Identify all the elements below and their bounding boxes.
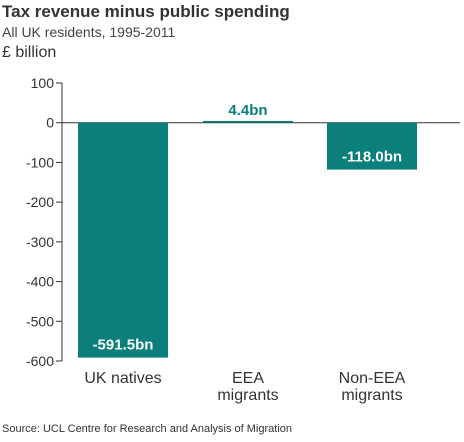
chart-subtitle: All UK residents, 1995-2011 xyxy=(2,24,176,40)
y-axis-unit: £ billion xyxy=(2,44,57,61)
y-tick-label: -600 xyxy=(26,353,54,369)
data-label-0: -591.5bn xyxy=(93,337,154,354)
category-label-0: UK natives xyxy=(84,370,161,387)
y-tick-label: -200 xyxy=(26,194,54,210)
y-tick-label: -100 xyxy=(26,154,54,170)
data-label-2: -118.0bn xyxy=(342,149,402,166)
chart-title: Tax revenue minus public spending xyxy=(2,2,290,21)
y-tick-label: -300 xyxy=(26,234,54,250)
category-label-1: migrants xyxy=(217,387,278,404)
y-tick-label: -500 xyxy=(26,313,54,329)
bar-2 xyxy=(327,122,417,170)
category-label-2: migrants xyxy=(341,387,402,404)
category-label-2: Non-EEA xyxy=(339,370,406,387)
y-tick-label: -400 xyxy=(26,274,54,290)
y-tick-label: 100 xyxy=(31,75,55,91)
y-tick-label: 0 xyxy=(46,115,54,131)
data-label-1: 4.4bn xyxy=(228,102,267,119)
bar-0 xyxy=(78,122,168,358)
category-label-1: EEA xyxy=(232,370,264,387)
source-note: Source: UCL Centre for Research and Anal… xyxy=(2,423,293,435)
bar-1 xyxy=(203,120,293,123)
bar-chart: 100 0 -100 -200 -300 -400 -500 -600 -591.5bn 4.4b… xyxy=(26,75,460,404)
